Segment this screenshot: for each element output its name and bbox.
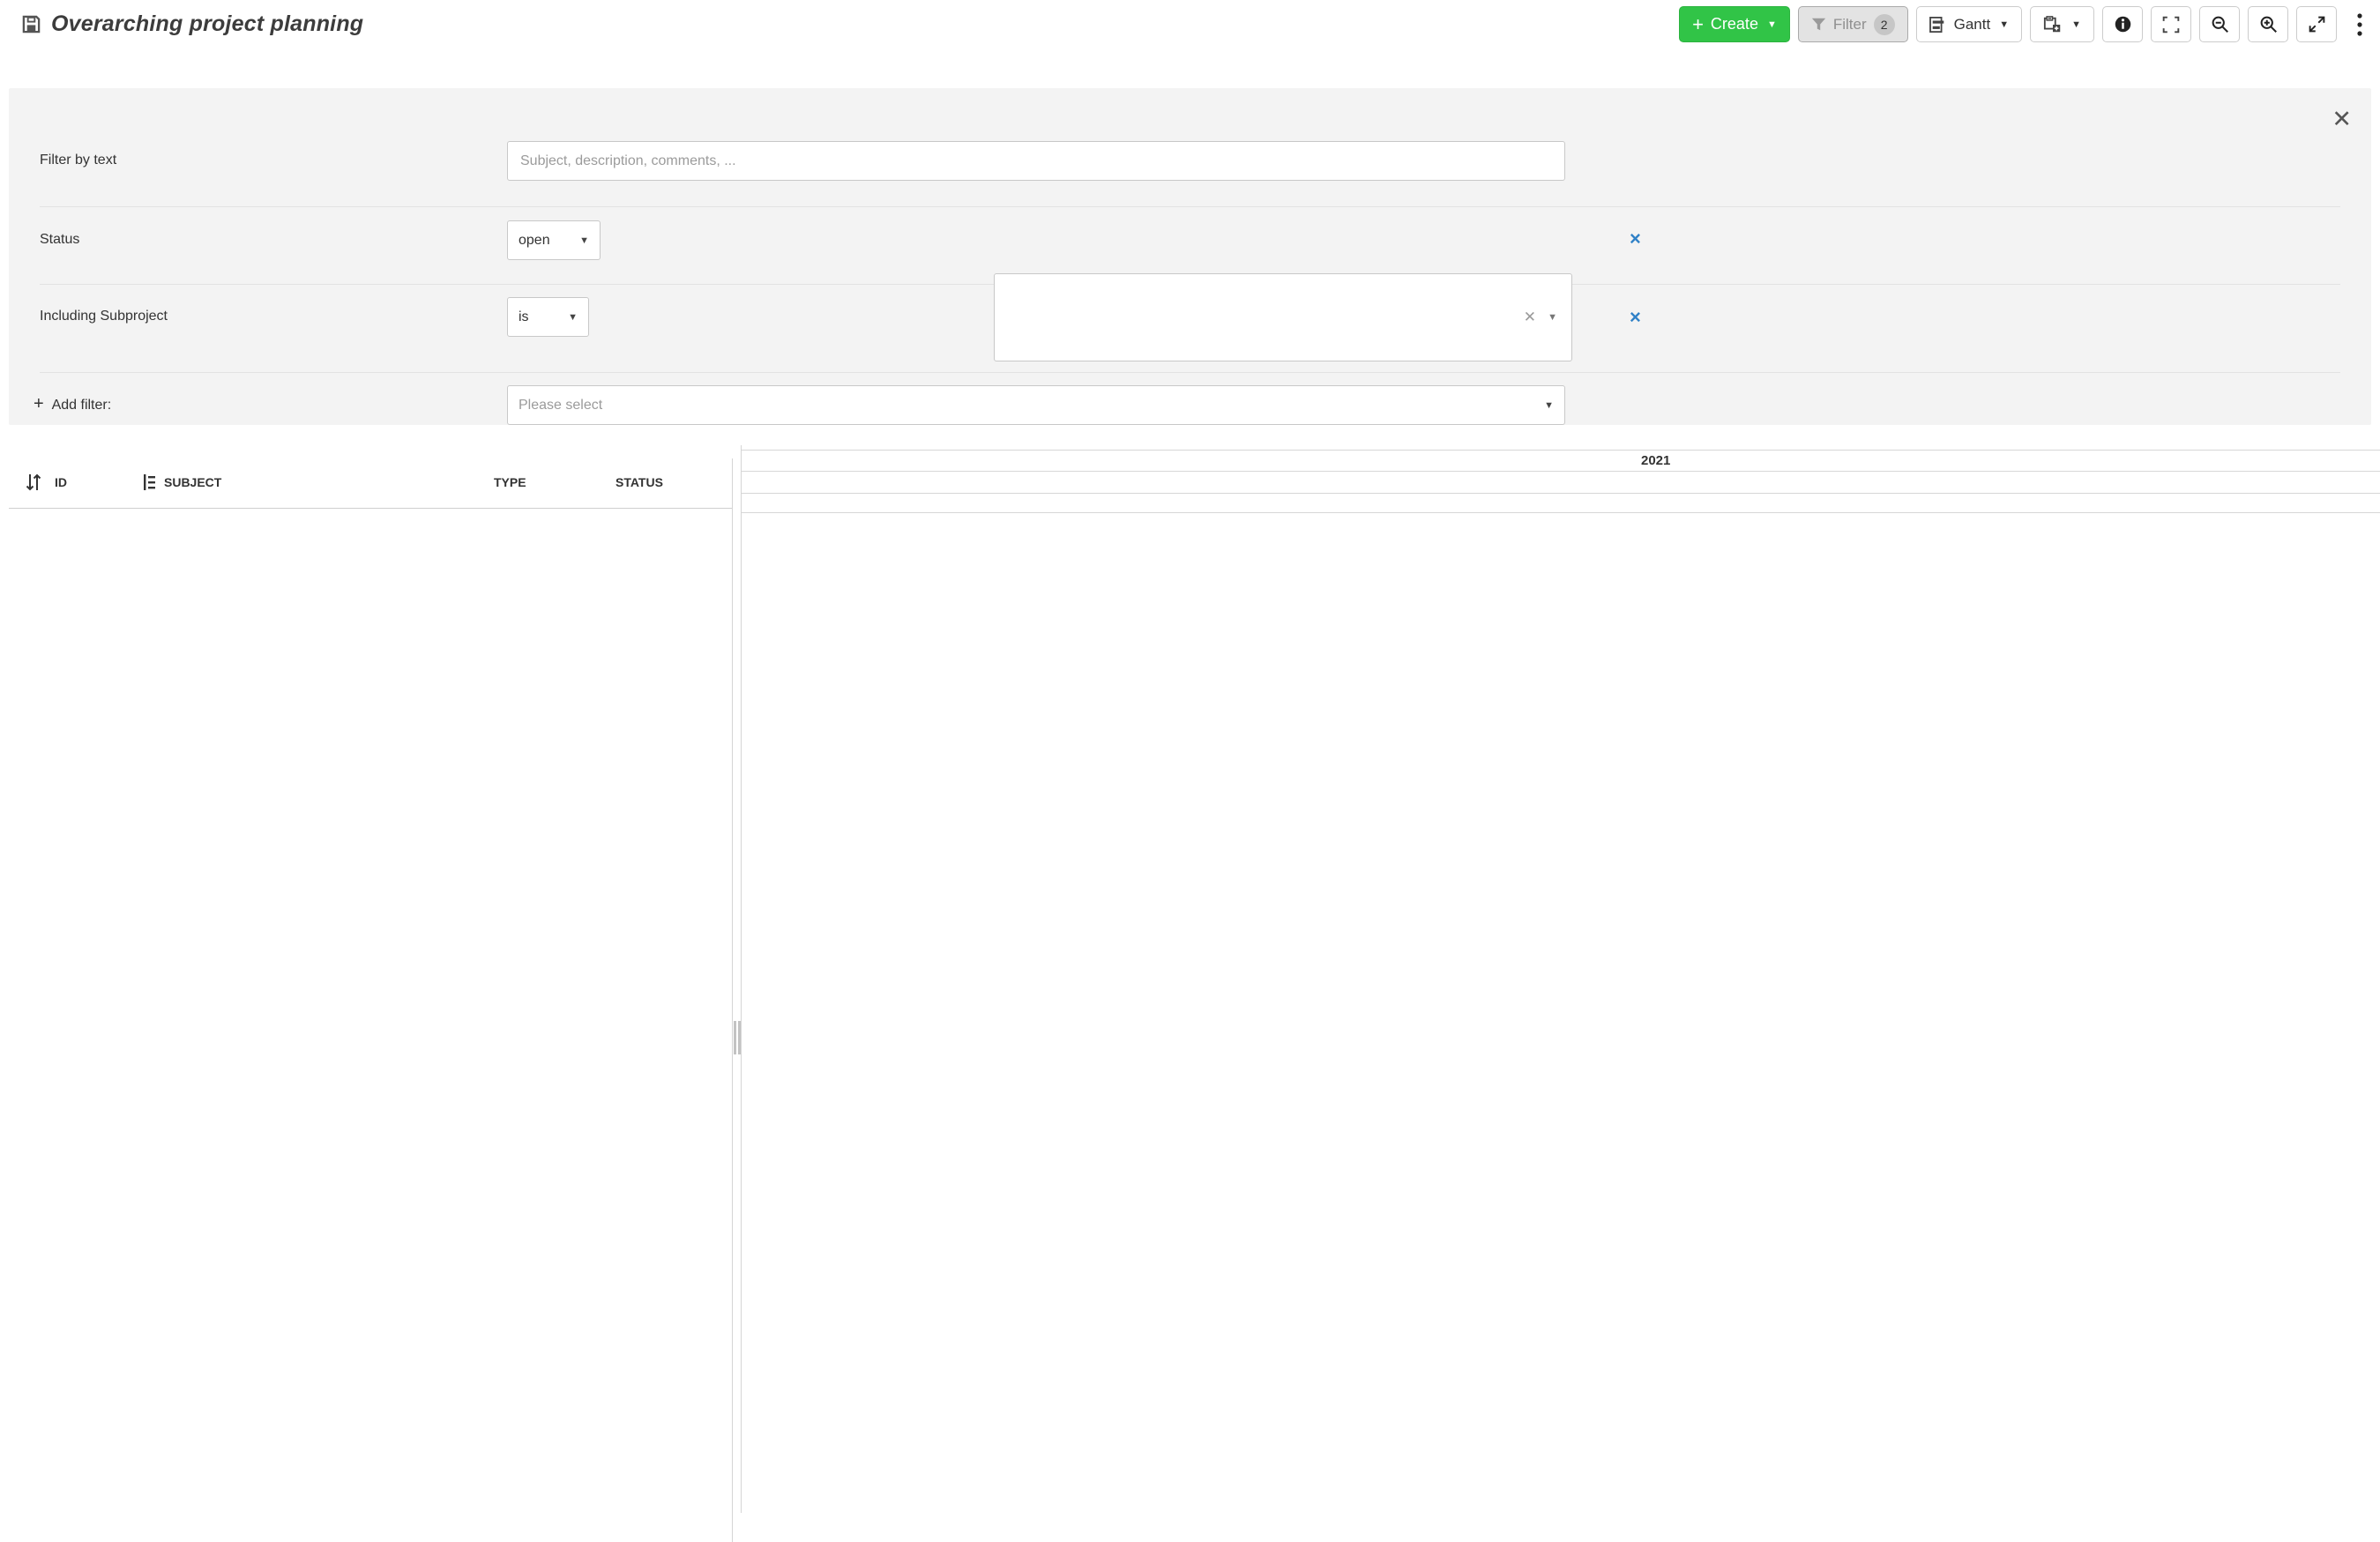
column-header-status[interactable]: STATUS: [616, 475, 663, 489]
divider: [40, 206, 2340, 207]
gantt-year-row: 2021: [742, 450, 2380, 472]
gantt-icon: [1929, 16, 1947, 33]
title-bar: Overarching project planning + Create ▼ Fi…: [0, 0, 2380, 49]
status-operator-select[interactable]: open ▼: [507, 220, 601, 260]
column-header-type[interactable]: TYPE: [494, 475, 526, 489]
filter-panel: ✕ Filter by text Subject, description, c…: [9, 88, 2371, 425]
sort-icon[interactable]: [25, 473, 42, 492]
hierarchy-icon[interactable]: [143, 473, 155, 491]
chevron-down-icon: ▼: [568, 311, 578, 323]
chevron-down-icon: ▼: [1544, 399, 1554, 411]
table-gantt-resizer-handle[interactable]: [734, 1021, 741, 1054]
chevron-down-icon: ▼: [1548, 312, 1557, 323]
more-menu-button[interactable]: [2345, 6, 2371, 42]
add-filter-select[interactable]: Please select ▼: [507, 385, 1565, 425]
subproject-values-multiselect[interactable]: ✕ ▼: [994, 273, 1572, 361]
page-title: Overarching project planning: [51, 11, 364, 36]
plus-icon: +: [1692, 12, 1704, 35]
info-icon: [2114, 15, 2132, 34]
kebab-icon: [2357, 12, 2362, 36]
add-filter-label: + Add filter:: [34, 394, 112, 413]
divider: [40, 372, 2340, 373]
subproject-operator-select[interactable]: is ▼: [507, 297, 589, 337]
gantt-body: [742, 513, 2380, 1513]
filter-icon: [1811, 17, 1826, 32]
focus-icon: [2162, 16, 2180, 34]
focus-view-button[interactable]: [2151, 6, 2191, 42]
gantt-month-row: [742, 472, 2380, 494]
save-icon: [21, 14, 41, 34]
subproject-filter-label: Including Subproject: [40, 309, 168, 324]
clear-values-icon[interactable]: ✕: [1523, 309, 1536, 325]
info-button[interactable]: [2102, 6, 2143, 42]
filter-count-badge: 2: [1873, 13, 1895, 35]
create-button[interactable]: + Create ▼: [1679, 6, 1790, 42]
toolbar: + Create ▼ Filter 2 Gantt ▼ ▼: [1679, 6, 2371, 42]
chevron-down-icon: ▼: [1766, 19, 1777, 30]
gantt-year-label: 2021: [1641, 453, 1671, 468]
column-header-id[interactable]: ID: [55, 475, 67, 489]
gantt-mode-button[interactable]: Gantt ▼: [1915, 6, 2023, 42]
gantt-week-row: [742, 494, 2380, 513]
plus-icon: +: [34, 394, 44, 413]
expand-arrows-icon: [2308, 15, 2326, 34]
close-icon[interactable]: ✕: [2332, 106, 2352, 132]
zoom-in-icon: [2259, 15, 2278, 34]
zoom-in-button[interactable]: [2248, 6, 2288, 42]
zoom-out-button[interactable]: [2199, 6, 2240, 42]
text-filter-placeholder: Subject, description, comments, ...: [520, 153, 736, 168]
collapse-groups-button[interactable]: ▼: [2030, 6, 2094, 42]
text-filter-input[interactable]: Subject, description, comments, ...: [507, 141, 1565, 181]
zoom-out-icon: [2211, 15, 2229, 34]
column-header-subject[interactable]: SUBJECT: [164, 475, 222, 489]
table-header: ID SUBJECT TYPE STATUS: [9, 458, 732, 509]
remove-status-filter-button[interactable]: ×: [1630, 227, 1641, 250]
text-filter-label: Filter by text: [40, 153, 117, 168]
remove-subproject-filter-button[interactable]: ×: [1630, 306, 1641, 328]
collapse-all-icon: [2043, 15, 2063, 34]
zoom-autofit-button[interactable]: [2296, 6, 2337, 42]
gantt-chart: 2021: [741, 445, 2380, 1513]
work-package-table: ID SUBJECT TYPE STATUS: [9, 458, 733, 1542]
filter-button[interactable]: Filter 2: [1797, 6, 1908, 42]
chevron-down-icon: ▼: [1999, 19, 2010, 30]
chevron-down-icon: ▼: [2071, 19, 2081, 30]
chevron-down-icon: ▼: [579, 235, 589, 246]
status-filter-label: Status: [40, 232, 80, 247]
